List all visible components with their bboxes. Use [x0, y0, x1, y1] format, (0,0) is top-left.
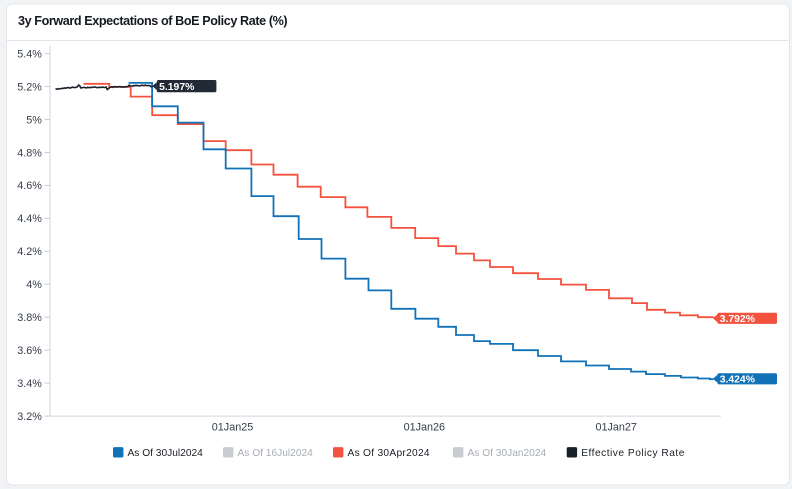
svg-text:4%: 4%: [26, 279, 42, 291]
svg-text:01Jan25: 01Jan25: [212, 422, 253, 434]
svg-text:5.4%: 5.4%: [17, 48, 42, 60]
svg-text:As Of 30Jan2024: As Of 30Jan2024: [468, 448, 547, 459]
svg-text:3.2%: 3.2%: [17, 411, 42, 423]
svg-text:01Jan27: 01Jan27: [595, 422, 636, 434]
svg-text:3.4%: 3.4%: [17, 378, 42, 390]
svg-text:3.792%: 3.792%: [720, 314, 755, 325]
svg-text:4.6%: 4.6%: [17, 180, 42, 192]
svg-text:3.424%: 3.424%: [720, 375, 755, 386]
svg-text:3.8%: 3.8%: [17, 312, 42, 324]
svg-text:5.2%: 5.2%: [17, 81, 42, 93]
svg-text:5%: 5%: [26, 114, 42, 126]
svg-text:4.8%: 4.8%: [17, 147, 42, 159]
svg-text:As Of 30Apr2024: As Of 30Apr2024: [348, 448, 430, 459]
svg-text:As Of 30Jul2024: As Of 30Jul2024: [128, 448, 204, 459]
svg-text:3.6%: 3.6%: [17, 345, 42, 357]
svg-text:As Of 16Jul2024: As Of 16Jul2024: [238, 448, 314, 459]
svg-text:5.197%: 5.197%: [159, 82, 194, 93]
svg-text:4.4%: 4.4%: [17, 213, 42, 225]
svg-text:01Jan26: 01Jan26: [404, 422, 445, 434]
svg-text:3y Forward Expectations of BoE: 3y Forward Expectations of BoE Policy Ra…: [18, 14, 287, 28]
svg-text:Effective Policy Rate: Effective Policy Rate: [581, 448, 685, 459]
svg-text:4.2%: 4.2%: [17, 246, 42, 258]
